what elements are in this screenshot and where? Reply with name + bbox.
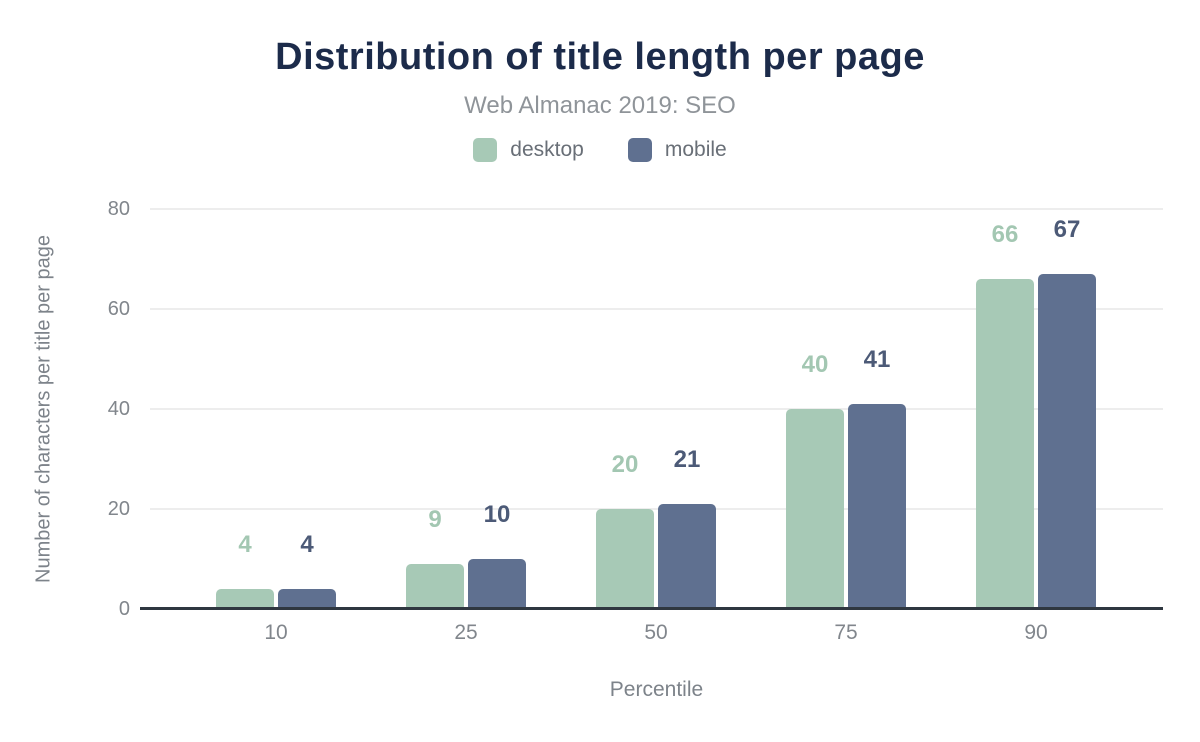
bar-mobile-p90[interactable] — [1038, 274, 1096, 609]
bar-mobile-p75[interactable] — [848, 404, 906, 609]
y-tick-label-0: 0 — [118, 598, 130, 620]
x-tick-label-50: 50 — [644, 621, 668, 644]
gridline-40 — [150, 408, 1163, 410]
x-tick-label-10: 10 — [264, 621, 288, 644]
y-tick-label-60: 60 — [107, 298, 130, 320]
chart-subtitle: Web Almanac 2019: SEO — [464, 92, 736, 119]
y-tick-label-40: 40 — [107, 398, 130, 420]
gridline-80 — [150, 208, 1163, 210]
bar-desktop-p75[interactable] — [786, 409, 844, 609]
bar-label-mobile-p50: 21 — [673, 446, 701, 473]
bar-label-mobile-p90: 67 — [1053, 216, 1081, 243]
legend-item-desktop: desktop — [473, 138, 584, 162]
gridline-20 — [150, 508, 1163, 510]
x-axis-line — [140, 607, 1163, 610]
legend-label-desktop: desktop — [510, 138, 584, 161]
bar-label-desktop-p75: 40 — [801, 351, 829, 378]
x-tick-label-90: 90 — [1024, 621, 1048, 644]
y-tick-label-20: 20 — [107, 498, 130, 520]
bar-label-desktop-p10: 4 — [238, 531, 252, 558]
bar-label-desktop-p50: 20 — [611, 451, 639, 478]
bar-label-mobile-p25: 10 — [483, 501, 511, 528]
legend-label-mobile: mobile — [664, 138, 727, 161]
bar-desktop-p90[interactable] — [976, 279, 1034, 609]
x-tick-label-25: 25 — [454, 621, 478, 644]
plot-area: 0 20 40 60 80 4 4 10 9 10 25 20 21 50 40 41 75 66 67 90 — [108, 198, 1163, 643]
legend-item-mobile: mobile — [627, 138, 727, 162]
bar-mobile-p25[interactable] — [468, 559, 526, 609]
bar-label-desktop-p25: 9 — [428, 506, 442, 533]
legend: desktop mobile — [0, 138, 1200, 162]
bar-label-desktop-p90: 66 — [991, 221, 1019, 248]
x-tick-label-75: 75 — [834, 621, 858, 644]
bar-mobile-p10[interactable] — [278, 589, 336, 609]
mobile-swatch-icon — [627, 138, 652, 162]
x-axis-title: Percentile — [609, 678, 704, 701]
bar-desktop-p25[interactable] — [406, 564, 464, 609]
chart-title: Distribution of title length per page — [275, 36, 925, 78]
bar-label-mobile-p10: 4 — [300, 531, 314, 558]
desktop-swatch-icon — [473, 138, 498, 162]
bar-label-mobile-p75: 41 — [863, 346, 891, 373]
y-axis-title: Number of characters per title per page — [32, 235, 55, 583]
bar-mobile-p50[interactable] — [658, 504, 716, 609]
gridline-60 — [150, 308, 1163, 310]
bar-desktop-p10[interactable] — [216, 589, 274, 609]
bar-desktop-p50[interactable] — [596, 509, 654, 609]
y-tick-label-80: 80 — [107, 198, 130, 220]
